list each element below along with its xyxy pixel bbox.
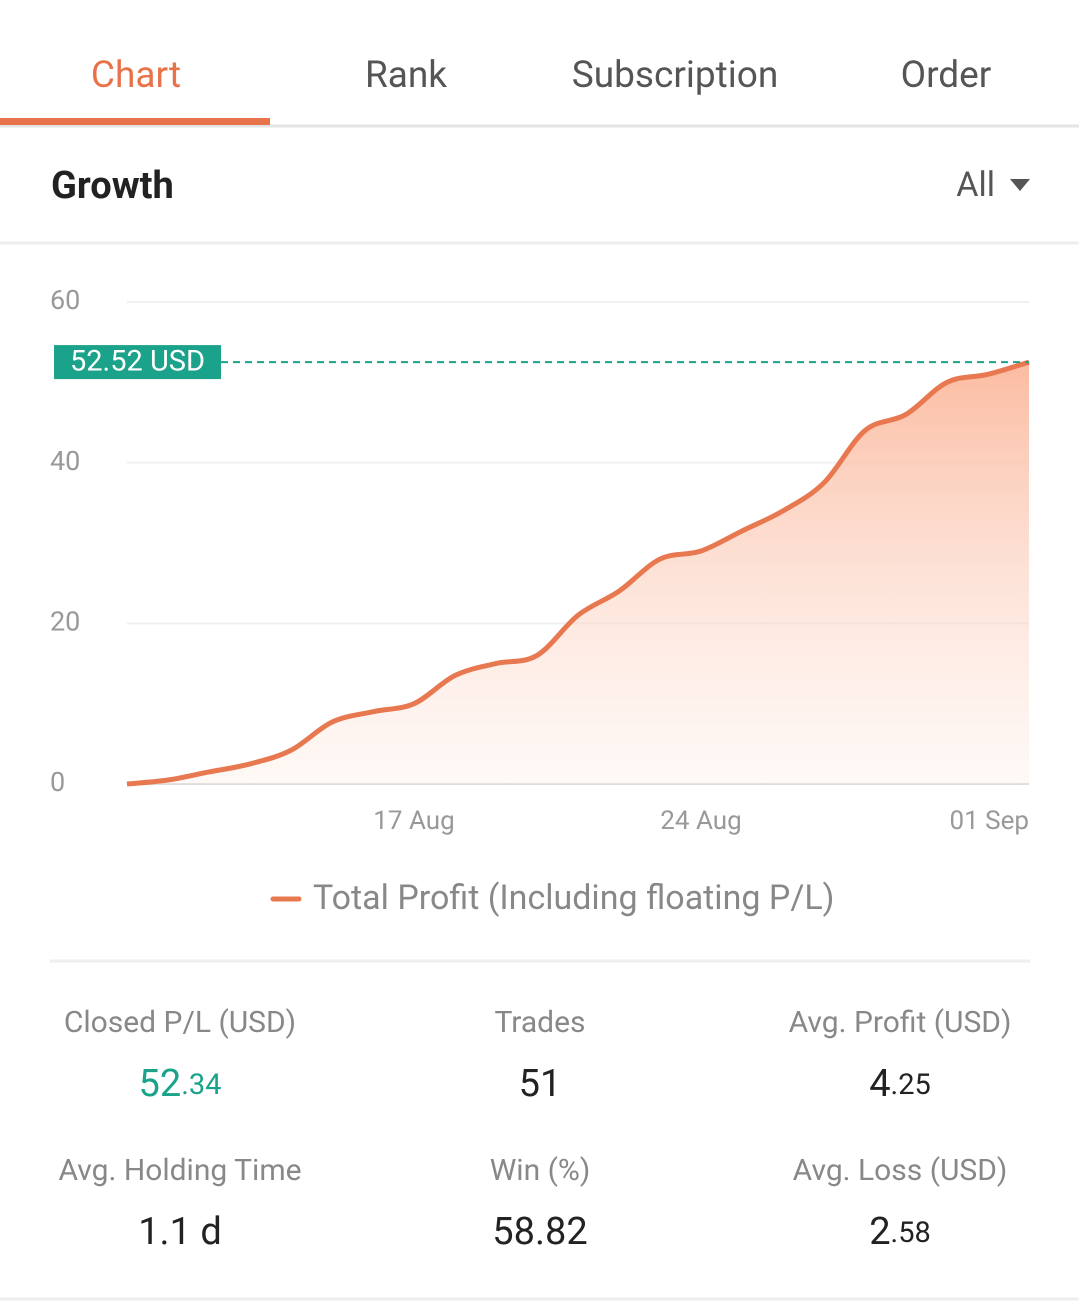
stat-value-fraction: .58 bbox=[891, 1216, 931, 1250]
x-tick-label: 24 Aug bbox=[660, 806, 741, 836]
stat-label: Trades bbox=[494, 1005, 585, 1040]
stat-label: Closed P/L (USD) bbox=[64, 1005, 296, 1040]
last-value-badge bbox=[54, 345, 221, 380]
stat-value-integer: 52 bbox=[139, 1062, 182, 1106]
stat-label: Avg. Holding Time bbox=[58, 1153, 301, 1188]
stat-value-integer: 58.82 bbox=[492, 1210, 587, 1254]
stat-label: Win (%) bbox=[490, 1153, 591, 1188]
stat-value-integer: 4 bbox=[869, 1062, 890, 1106]
stat-value: 2.58 bbox=[869, 1210, 931, 1254]
active-tab-indicator bbox=[0, 118, 270, 125]
tab[interactable]: Chart bbox=[91, 54, 181, 97]
legend-label: Total Profit (Including floating P/L) bbox=[313, 878, 835, 918]
y-tick-label: 60 bbox=[50, 284, 80, 316]
stat-label: Avg. Loss (USD) bbox=[793, 1153, 1008, 1188]
tab[interactable]: Subscription bbox=[572, 54, 779, 97]
last-value-label: 52.52 USD bbox=[70, 345, 205, 379]
tab[interactable]: Order bbox=[901, 54, 992, 97]
y-tick-label: 40 bbox=[50, 445, 80, 477]
section-title: Growth bbox=[51, 164, 174, 208]
x-tick-label: 17 Aug bbox=[373, 806, 454, 836]
stat-value: 4.25 bbox=[869, 1062, 931, 1106]
dropdown-arrow[interactable] bbox=[1010, 179, 1030, 191]
y-tick-label: 0 bbox=[50, 766, 65, 798]
profit-line bbox=[126, 359, 1030, 787]
stat-value: 1.1 d bbox=[138, 1210, 222, 1254]
stat-value: 58.82 bbox=[492, 1210, 587, 1254]
watermark: @dutratec bbox=[887, 1217, 1070, 1264]
y-tick-label: 20 bbox=[50, 605, 80, 637]
x-tick-label: 01 Sep bbox=[950, 806, 1030, 836]
tab[interactable]: Rank bbox=[365, 54, 447, 97]
stat-label: Avg. Profit (USD) bbox=[789, 1005, 1012, 1040]
area-fill bbox=[127, 362, 1029, 784]
stat-value-integer: 1.1 d bbox=[138, 1210, 222, 1254]
range-filter[interactable]: All bbox=[956, 165, 995, 205]
stat-value-fraction: .34 bbox=[181, 1068, 221, 1102]
stat-value-integer: 51 bbox=[519, 1062, 562, 1106]
stat-value: 52.34 bbox=[139, 1062, 222, 1106]
stat-value-fraction: .25 bbox=[891, 1068, 931, 1102]
stat-value: 51 bbox=[519, 1062, 562, 1106]
stat-value-integer: 2 bbox=[869, 1210, 890, 1254]
